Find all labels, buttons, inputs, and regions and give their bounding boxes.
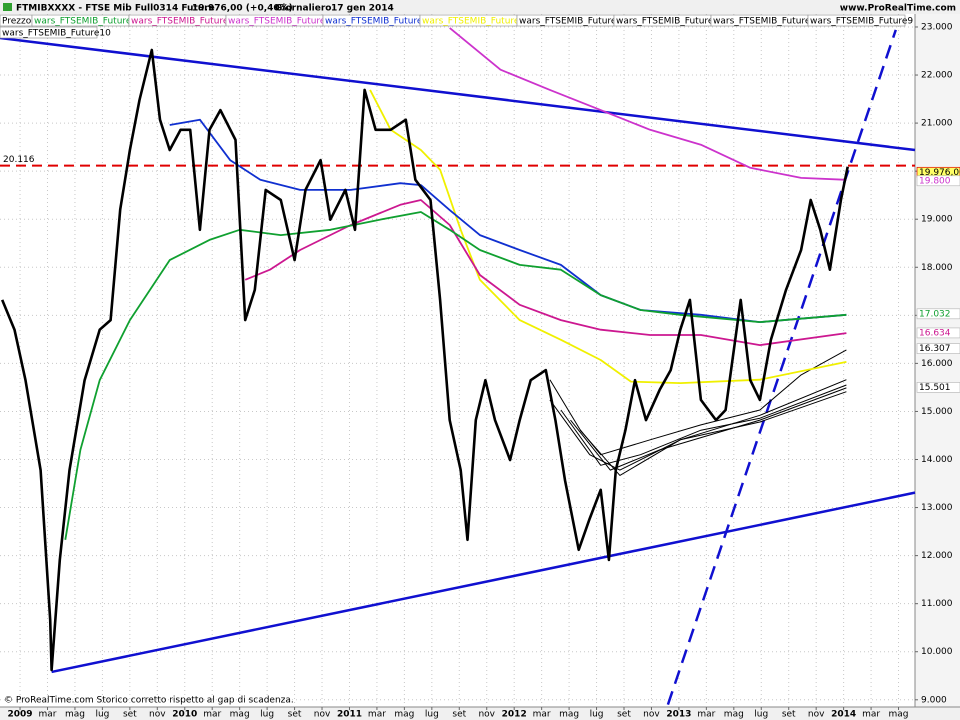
legend-label: wars_FTSEMIB_Future6: [519, 17, 622, 27]
x-tick-label: nov: [808, 710, 825, 720]
x-tick-label: 2014: [831, 710, 856, 720]
y-tick-label: 19.000: [921, 215, 953, 225]
legend-label: wars_FTSEMIB_Future8: [713, 17, 816, 27]
axes: 9.000 10.000 11.000 12.000 13.000 14.000 15.00…: [8, 22, 960, 720]
x-tick-label: mag: [394, 710, 414, 720]
price-line: [0, 48, 849, 672]
y-tick-label: 10.000: [921, 647, 953, 657]
x-tick-label: mag: [724, 710, 744, 720]
x-tick-label: lug: [754, 710, 768, 720]
x-tick-label: set: [123, 710, 137, 720]
x-tick-label: mar: [697, 710, 715, 720]
x-tick-label: mag: [65, 710, 85, 720]
price-label: 19.976,00: [919, 168, 960, 178]
x-tick-label: lug: [95, 710, 109, 720]
y-tick-label: 18.000: [921, 263, 953, 273]
chart-title: FTMIBXXXX - FTSE Mib Full0314 Future: [16, 4, 215, 14]
x-tick-label: set: [288, 710, 302, 720]
x-tick-label: 2011: [337, 710, 362, 720]
chart-icon: [3, 3, 12, 11]
legend-box: [0, 26, 98, 39]
x-tick-label: lug: [590, 710, 604, 720]
legend-label: wars_FTSEMIB_Future: [34, 17, 132, 27]
x-tick-label: mar: [368, 710, 386, 720]
y-tick-label: 11.000: [921, 599, 953, 609]
x-tick-label: 2010: [172, 710, 197, 720]
average-line: [560, 384, 847, 466]
legend-label: wars_FTSEMIB_Future5: [422, 17, 525, 27]
period: Giornaliero: [275, 4, 331, 14]
x-tick-label: mar: [39, 710, 57, 720]
price-label: 17.032: [919, 309, 951, 319]
x-tick-label: nov: [643, 710, 660, 720]
price-label-box: [916, 343, 960, 354]
x-tick-label: mag: [559, 710, 579, 720]
reference-label: 20.116: [3, 155, 35, 165]
x-tick-label: mag: [889, 710, 909, 720]
x-tick-label: 2012: [502, 710, 527, 720]
legend: Prezzo wars_FTSEMIB_Future wars_FTSEMIB_Fu…: [0, 14, 913, 39]
x-tick-label: mar: [862, 710, 880, 720]
x-tick-label: mag: [230, 710, 250, 720]
x-tick-label: mar: [203, 710, 221, 720]
legend-label: Prezzo: [2, 17, 32, 27]
x-tick-label: lug: [425, 710, 439, 720]
header-bar: [0, 0, 960, 14]
y-tick-label: 15.000: [921, 407, 953, 417]
x-tick-label: mar: [533, 710, 551, 720]
price-label-box: [916, 382, 960, 393]
trendline: [666, 29, 897, 705]
y-tick-label: 9.000: [921, 695, 947, 705]
price-label-box: [916, 175, 960, 187]
average-line: [244, 199, 847, 346]
legend-label: wars_FTSEMIB_Future9: [810, 17, 913, 27]
x-tick-label: set: [782, 710, 796, 720]
legend-label: wars_FTSEMIB_Future2: [131, 17, 234, 27]
x-tick-label: set: [617, 710, 631, 720]
y-tick-label: 23.000: [921, 22, 953, 32]
legend-label: wars_FTSEMIB_Future10: [2, 29, 111, 39]
plot: 20.116: [0, 27, 916, 705]
legend-label: wars_FTSEMIB_Future4: [325, 17, 428, 27]
y-tick-label: 21.000: [921, 119, 953, 129]
trendline: [51, 491, 916, 674]
source: www.ProRealTime.com: [840, 4, 956, 14]
average-line: [549, 379, 847, 471]
y-tick-label: 12.000: [921, 551, 953, 561]
y-tick-label: 14.000: [921, 455, 953, 465]
x-tick-label: lug: [260, 710, 274, 720]
price-label: 19.800: [919, 176, 951, 186]
price-label-box: [916, 308, 960, 320]
price-label: 15.501: [919, 383, 951, 393]
price-label: 16.634: [919, 328, 951, 338]
last-price: 19.976,00 (+0,40%): [192, 4, 293, 14]
date: 17 gen 2014: [331, 4, 394, 14]
price-label-box: [916, 327, 960, 339]
average-line: [549, 349, 847, 456]
footer: © ProRealTime.com Storico corretto rispe…: [4, 696, 294, 706]
average-line: [369, 89, 847, 384]
price-label: 16.307: [919, 344, 951, 354]
x-tick-label: 2013: [666, 710, 691, 720]
x-tick-label: nov: [478, 710, 495, 720]
average-line: [449, 27, 847, 181]
y-tick-label: 16.000: [921, 359, 953, 369]
y-axis-bar: [915, 14, 960, 707]
x-tick-label: nov: [314, 710, 331, 720]
y-tick-label: 22.000: [921, 71, 953, 81]
legend-box: [807, 14, 906, 27]
average-line: [64, 211, 847, 540]
x-axis-bar: [0, 707, 960, 720]
x-tick-label: nov: [149, 710, 166, 720]
y-tick-label: 13.000: [921, 503, 953, 513]
legend-label: wars_FTSEMIB_Future3: [228, 17, 331, 27]
legend-label: wars_FTSEMIB_Future7: [616, 17, 719, 27]
x-tick-label: set: [452, 710, 466, 720]
x-tick-label: 2009: [8, 710, 33, 720]
